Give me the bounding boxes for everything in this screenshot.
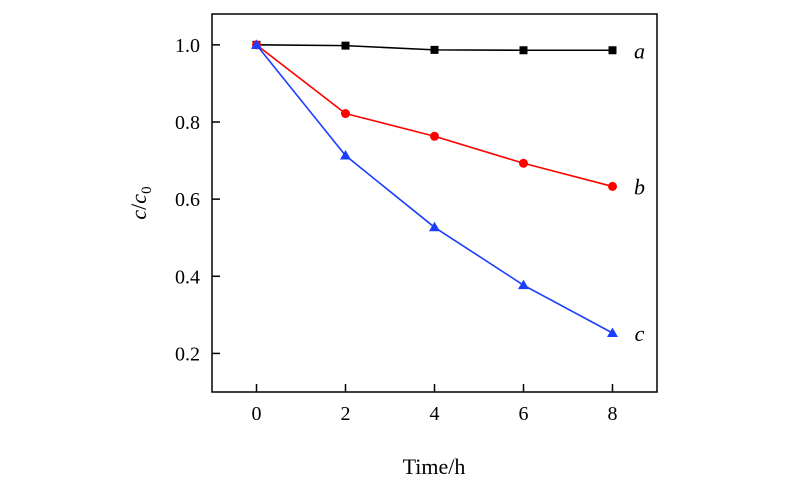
- y-tick-label: 0.6: [175, 189, 200, 211]
- series-a-point: [430, 45, 439, 54]
- series-c-label: c: [635, 321, 645, 346]
- x-tick-label: 0: [252, 403, 262, 425]
- x-tick-label: 8: [608, 403, 618, 425]
- y-axis-title-c0: c: [126, 194, 151, 204]
- series-c-point: [340, 150, 351, 160]
- series-b-point: [341, 109, 350, 119]
- series-c-point: [429, 221, 440, 232]
- y-axis-title-slash: /: [126, 203, 151, 210]
- series-labels: a b c: [634, 38, 645, 346]
- x-tick-label: 2: [341, 403, 351, 425]
- y-tick-label: 0.4: [175, 266, 200, 288]
- x-tick-label: 4: [430, 403, 440, 425]
- series-c-point: [518, 279, 529, 290]
- series-b-point: [430, 131, 439, 141]
- x-axis-ticks: 0 2 4 6 8: [252, 384, 618, 425]
- series-b-point: [519, 158, 528, 168]
- y-tick-label: 0.8: [175, 112, 200, 134]
- series-lines: [255, 44, 613, 334]
- x-axis-title: Time/h: [403, 454, 466, 479]
- series-c-line: [255, 44, 613, 334]
- series-a-point: [341, 41, 350, 50]
- series-a-point: [519, 46, 528, 55]
- series-a-point: [608, 46, 617, 55]
- series-b-label: b: [634, 174, 645, 199]
- series-c-point: [251, 39, 262, 49]
- y-axis-title-c: c: [126, 210, 151, 220]
- y-tick-label: 0.2: [175, 343, 200, 365]
- series-a-label: a: [634, 38, 645, 63]
- series-b-point: [608, 181, 617, 191]
- y-tick-label: 1.0: [175, 35, 200, 57]
- series-b-line: [256, 44, 613, 188]
- y-axis-title: c/c0: [126, 186, 155, 219]
- plot-frame: [211, 13, 658, 393]
- series-c-point: [607, 327, 618, 337]
- x-tick-label: 6: [519, 403, 529, 425]
- series-markers: [251, 39, 618, 337]
- y-axis-title-subscript: 0: [139, 186, 155, 194]
- y-axis-ticks: 0.2 0.4 0.6 0.8 1.0: [175, 35, 220, 365]
